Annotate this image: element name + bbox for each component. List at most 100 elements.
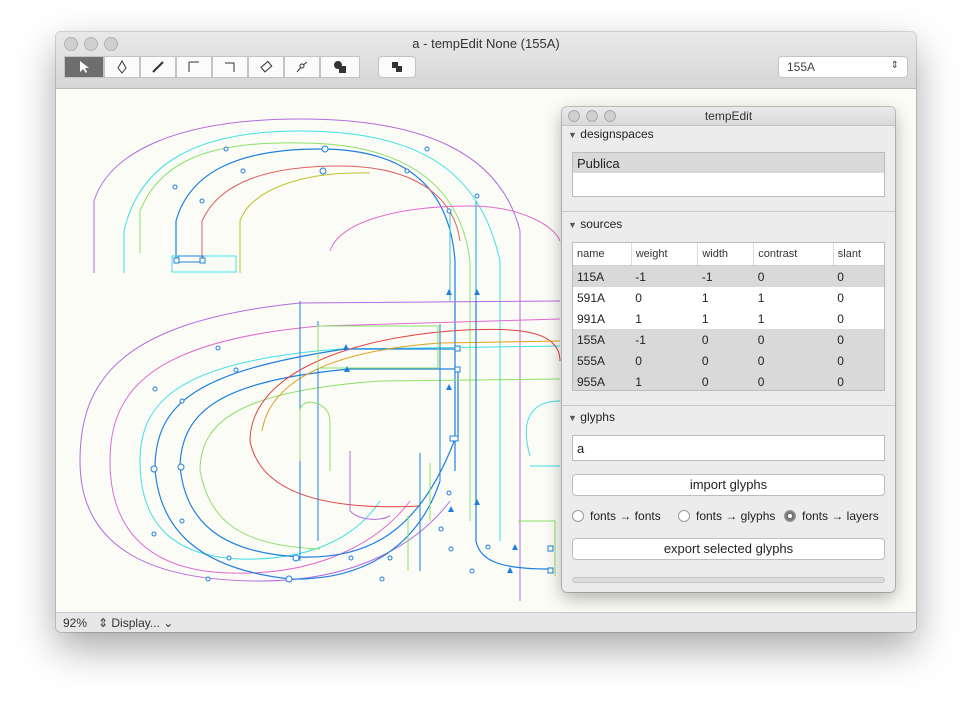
- cell: 0: [833, 371, 884, 390]
- source-row[interactable]: 555A 0 0 0 0: [573, 350, 884, 371]
- glyphs-input[interactable]: a: [572, 435, 885, 461]
- icon: [225, 62, 235, 72]
- cell: 1: [631, 308, 698, 329]
- panel-minimize[interactable]: [586, 110, 598, 122]
- cell: 1: [631, 371, 698, 390]
- column-header[interactable]: width: [697, 243, 755, 266]
- panel-title-bar: tempEdit: [562, 107, 895, 126]
- arrange-tool[interactable]: [378, 56, 416, 78]
- icon: [80, 61, 89, 73]
- table: name weight width contrast slant 115A -1 -1 0 0 59…: [573, 243, 884, 390]
- section-label: sources: [580, 217, 623, 231]
- cell: 0: [697, 329, 754, 350]
- sources-header[interactable]: ▼ sources: [568, 217, 623, 231]
- cell: 991A: [573, 308, 632, 329]
- eraser-tool[interactable]: [248, 56, 284, 78]
- icon: [152, 61, 164, 73]
- select-tool[interactable]: [64, 56, 104, 78]
- measure-tool[interactable]: [176, 56, 212, 78]
- minimize-button[interactable]: [84, 37, 98, 51]
- radio-label: fonts → fonts: [590, 509, 661, 523]
- pen-tool[interactable]: [104, 56, 140, 78]
- radio-option[interactable]: fonts → glyphs: [678, 509, 775, 523]
- designspaces-list[interactable]: Publica: [572, 152, 885, 197]
- icon: [296, 61, 308, 73]
- section-label: glyphs: [580, 410, 615, 424]
- icon: [334, 61, 346, 73]
- cell: 555A: [573, 350, 632, 371]
- cell: 155A: [573, 329, 632, 350]
- icon: [260, 60, 273, 73]
- cell: 0: [753, 350, 834, 371]
- source-row[interactable]: 991A 1 1 1 0: [573, 308, 884, 329]
- radio-label: fonts → layers: [802, 509, 879, 523]
- designspace-item[interactable]: Publica: [573, 153, 884, 173]
- cell: 0: [833, 350, 884, 371]
- radio-label: fonts → glyphs: [696, 509, 776, 523]
- column-header[interactable]: slant: [833, 243, 884, 266]
- cell: 1: [753, 308, 834, 329]
- column-header[interactable]: name: [573, 243, 632, 266]
- cell: 0: [697, 371, 754, 390]
- cell: 115A: [573, 265, 632, 287]
- glyphs-header[interactable]: ▼ glyphs: [568, 410, 615, 424]
- radio-button[interactable]: [784, 510, 796, 522]
- source-row[interactable]: 155A -1 0 0 0: [573, 329, 884, 350]
- source-row[interactable]: 591A 0 1 1 0: [573, 287, 884, 308]
- radio-button[interactable]: [678, 510, 690, 522]
- cell: 1: [697, 287, 754, 308]
- knife-tool[interactable]: [140, 56, 176, 78]
- cell: 0: [631, 287, 698, 308]
- panel-zoom[interactable]: [604, 110, 616, 122]
- sources-table[interactable]: name weight width contrast slant 115A -1 -1 0 0 59…: [572, 242, 885, 391]
- zoom-level: 92%: [63, 616, 88, 630]
- display-menu-label: Display...: [111, 616, 160, 630]
- cell: 0: [833, 287, 884, 308]
- node-tool[interactable]: [284, 56, 320, 78]
- designspaces-header[interactable]: ▼ designspaces: [568, 127, 654, 141]
- close-button[interactable]: [64, 37, 78, 51]
- glyph-outlines: [79, 118, 561, 601]
- icon: [392, 62, 402, 72]
- zoom-button[interactable]: [104, 37, 118, 51]
- cell: 0: [753, 265, 834, 287]
- divider: [562, 405, 895, 406]
- display-menu[interactable]: ⇕ Display... ⌄: [98, 616, 174, 630]
- cell: 0: [697, 350, 754, 371]
- shapes-tool[interactable]: [320, 56, 360, 78]
- cell: 955A: [573, 371, 632, 390]
- source-row[interactable]: 115A -1 -1 0 0: [573, 265, 884, 287]
- source-row[interactable]: 955A 1 0 0 0: [573, 371, 884, 390]
- radio-option[interactable]: fonts → fonts: [572, 509, 661, 523]
- table-body: 115A -1 -1 0 0 591A 0 1 1 0 991A 1 1 1 0 155A -1 0 0 0 555A 0…: [573, 265, 884, 390]
- cell: 1: [697, 308, 754, 329]
- cell: 0: [833, 265, 884, 287]
- layer-popup-value: 155A: [787, 60, 816, 74]
- section-label: designspaces: [580, 127, 654, 141]
- title-bar: a - tempEdit None (155A) 155A ⇕: [56, 32, 916, 89]
- progress-bar: [572, 577, 885, 583]
- panel-close[interactable]: [568, 110, 580, 122]
- popup-arrows: ⇕: [890, 60, 899, 71]
- window-title: a - tempEdit None (155A): [412, 36, 560, 51]
- icon: [188, 61, 199, 72]
- mode-options: fonts → fonts fonts → glyphs fonts → layer…: [572, 509, 892, 525]
- radio-option[interactable]: fonts → layers: [784, 509, 879, 523]
- icon: [117, 60, 127, 74]
- cell: 1: [753, 287, 834, 308]
- export-button[interactable]: export selected glyphs: [572, 538, 885, 560]
- cell: 0: [753, 329, 834, 350]
- column-header[interactable]: weight: [631, 243, 699, 266]
- cell: -1: [697, 265, 754, 287]
- corner-tool[interactable]: [212, 56, 248, 78]
- cell: 0: [833, 329, 884, 350]
- tempedit-panel: tempEdit ▼ designspaces Publica ▼ source…: [562, 107, 895, 592]
- layer-popup[interactable]: 155A ⇕: [778, 56, 908, 78]
- header-row: name weight width contrast slant: [573, 243, 884, 266]
- column-header[interactable]: contrast: [753, 243, 834, 266]
- status-bar: 92% ⇕ Display... ⌄: [56, 612, 916, 632]
- cell: 0: [833, 308, 884, 329]
- import-button[interactable]: import glyphs: [572, 474, 885, 496]
- radio-button[interactable]: [572, 510, 584, 522]
